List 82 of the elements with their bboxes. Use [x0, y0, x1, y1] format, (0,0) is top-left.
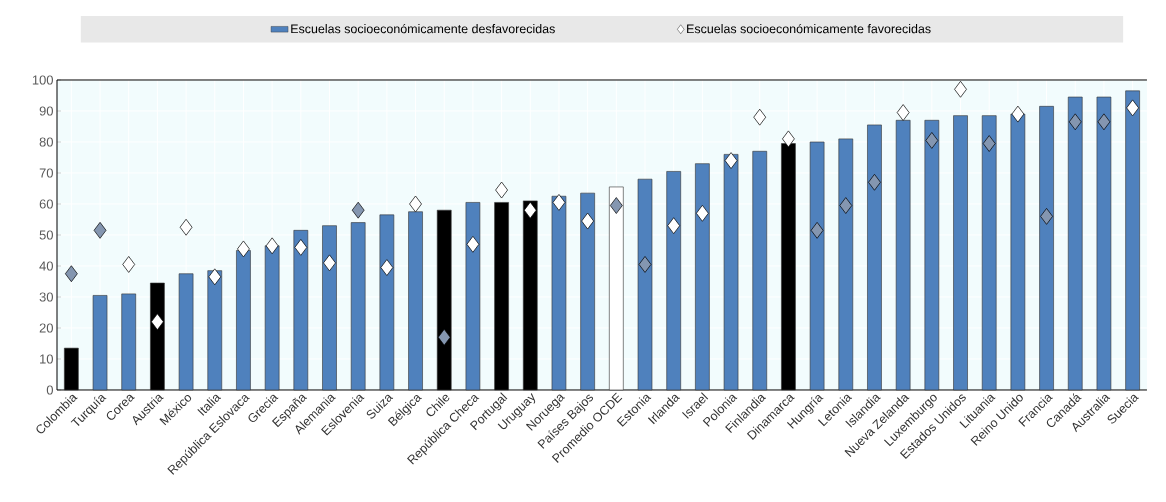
point [351, 201, 365, 219]
bar [953, 115, 968, 391]
y-tick-label: 100 [32, 75, 53, 85]
bar [981, 115, 997, 391]
y-tick-label: 0 [46, 385, 53, 395]
y-tick-label: 10 [40, 354, 53, 364]
point [495, 181, 508, 199]
point [466, 235, 480, 253]
point [1068, 113, 1082, 131]
point [896, 104, 910, 121]
point [179, 218, 193, 236]
bar [178, 273, 194, 391]
y-tick-label: 90 [39, 106, 53, 116]
bar [379, 214, 395, 391]
bar [752, 150, 768, 391]
legend-label: Escuelas socioeconómicamente favorecidas [687, 23, 931, 34]
point [437, 328, 451, 346]
point [954, 80, 967, 98]
point [552, 194, 566, 211]
point [925, 132, 939, 149]
point [1126, 99, 1139, 117]
point [409, 195, 422, 213]
point [868, 173, 881, 191]
bar [1125, 90, 1140, 391]
point [523, 201, 537, 219]
point [696, 204, 709, 222]
bar [1010, 113, 1026, 391]
bar [924, 119, 940, 391]
point [724, 152, 738, 169]
bar [236, 250, 251, 391]
y-tick-label: 80 [39, 137, 53, 147]
bar [895, 119, 911, 391]
point [1097, 113, 1111, 131]
point [294, 239, 308, 256]
point [581, 212, 594, 230]
bar [408, 211, 423, 391]
point [323, 254, 336, 272]
point [1011, 105, 1025, 123]
bar [637, 178, 653, 391]
y-tick-label: 30 [39, 292, 53, 302]
point [782, 130, 795, 148]
point [380, 259, 394, 276]
bar [838, 138, 854, 391]
bar [465, 202, 481, 391]
bar [350, 222, 366, 391]
point [237, 240, 250, 258]
y-tick-label: 40 [39, 261, 53, 271]
bar [264, 245, 280, 391]
bar [809, 141, 825, 391]
y-tick-label: 60 [39, 199, 53, 209]
point [151, 313, 164, 331]
bar [1096, 96, 1112, 391]
point [839, 197, 853, 214]
y-tick-label: 70 [39, 168, 53, 178]
bar [723, 154, 739, 391]
bar [1067, 96, 1083, 391]
bar [551, 195, 567, 391]
point [208, 268, 222, 286]
point [65, 265, 78, 283]
bar [695, 163, 710, 391]
point [122, 256, 136, 273]
point [753, 108, 767, 126]
bar [121, 293, 137, 391]
bar [666, 171, 681, 391]
point [265, 237, 279, 255]
bar [867, 124, 882, 391]
bar [92, 295, 108, 391]
y-tick-label: 50 [39, 230, 53, 240]
y-tick-label: 20 [39, 323, 53, 333]
bar [322, 225, 337, 391]
point [638, 256, 652, 273]
point [609, 197, 623, 214]
point [982, 135, 996, 152]
point [1040, 208, 1053, 225]
bar [1039, 106, 1054, 391]
bar [293, 230, 309, 391]
bar [207, 270, 223, 391]
point [667, 217, 681, 235]
legend-label: Escuelas socioeconómicamente desfavorecidas [291, 23, 555, 34]
point [93, 221, 107, 239]
point [810, 221, 824, 239]
bar [580, 192, 595, 391]
